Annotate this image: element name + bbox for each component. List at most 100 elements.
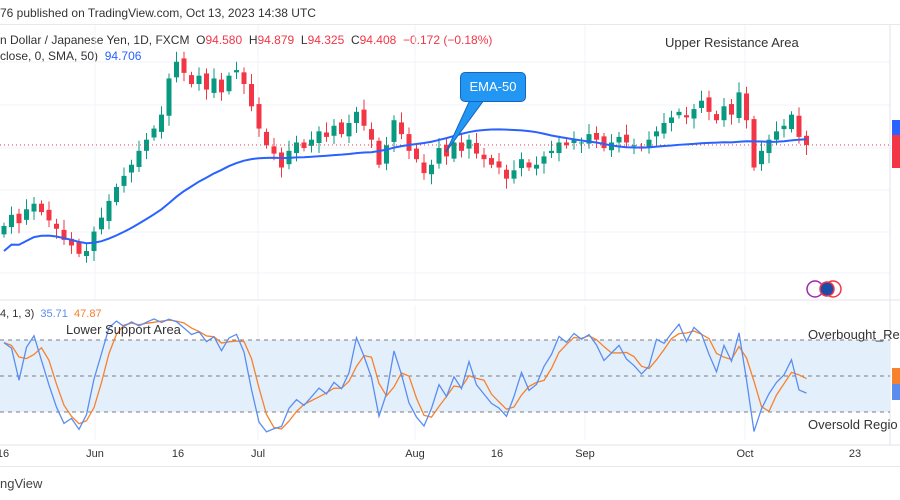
stoch-params: 4, 1, 3) — [0, 308, 35, 320]
candle-body — [699, 100, 704, 108]
sma-legend-value: 94.706 — [104, 49, 142, 63]
stoch-band — [0, 340, 890, 412]
time-axis-label: Sep — [575, 448, 595, 460]
open-label: O — [196, 33, 206, 47]
time-axis-label: 16 — [491, 448, 503, 460]
candle-body — [496, 161, 502, 168]
stoch-legend[interactable]: 4, 1, 3) 35.71 47.87 — [0, 308, 102, 320]
sma-price-tag — [892, 120, 900, 135]
lower-support-label: Lower Support Area — [66, 322, 181, 337]
published-line: 76 published on TradingView.com, Oct 13,… — [0, 6, 316, 20]
high-label: H — [248, 33, 258, 47]
candle-body — [24, 209, 29, 220]
candle-body — [571, 139, 577, 144]
candle-body — [61, 229, 67, 240]
time-axis-label: Jul — [251, 448, 265, 460]
candle-body — [16, 213, 22, 224]
candle-body — [84, 251, 89, 257]
candle-body — [721, 106, 727, 121]
sma-legend-label: close, 0, SMA, 50) — [0, 49, 99, 63]
candle-body — [564, 142, 569, 146]
candle-body — [99, 217, 104, 230]
candle-body — [1, 225, 7, 235]
candle-body — [166, 78, 172, 116]
candle-body — [91, 231, 97, 252]
stoch-d-tag — [892, 368, 900, 384]
candle-body — [144, 139, 149, 151]
candle-body — [384, 145, 389, 164]
time-axis-label: Oct — [736, 448, 753, 460]
candle-body — [586, 134, 592, 144]
stoch-k-line — [3, 318, 807, 433]
candle-body — [594, 133, 599, 140]
candle-body — [76, 242, 82, 254]
candle-body — [489, 158, 494, 165]
candle-body — [526, 162, 532, 168]
high-value: 94.879 — [257, 33, 295, 47]
candle-body — [661, 122, 667, 134]
candle-body — [106, 200, 112, 221]
candle-body — [129, 164, 134, 173]
candle-body — [541, 156, 547, 164]
candle-body — [294, 142, 299, 154]
candle-body — [436, 148, 442, 164]
candle-body — [766, 139, 772, 154]
candle-body — [219, 79, 224, 93]
candle-body — [54, 223, 59, 229]
candle-body — [556, 142, 562, 154]
candle-body — [391, 120, 397, 142]
candle-body — [69, 238, 74, 246]
candle-body — [616, 136, 622, 143]
event-flag-au-icon — [819, 281, 835, 297]
sma-line — [3, 128, 807, 252]
candle-body — [346, 122, 352, 137]
candle-body — [331, 125, 337, 136]
candle-body — [474, 143, 479, 154]
candle-body — [549, 150, 554, 154]
time-axis-label: 16 — [0, 448, 9, 460]
candle-body — [511, 170, 517, 179]
candle-body — [39, 203, 44, 213]
candle-body — [684, 115, 689, 118]
candle-body — [31, 203, 37, 212]
candle-body — [114, 187, 119, 203]
candle-body — [759, 150, 764, 165]
candle-body — [136, 150, 142, 167]
time-axis-label: Jun — [86, 448, 104, 460]
candle-body — [399, 122, 404, 135]
tradingview-brand: ngView — [0, 476, 43, 491]
candle-body — [174, 61, 179, 78]
time-axis-label: Aug — [405, 448, 425, 460]
candle-body — [534, 164, 539, 169]
oversold-label: Oversold Regio — [808, 417, 898, 432]
candle-body — [226, 75, 232, 92]
candle-body — [189, 75, 194, 85]
sma-legend[interactable]: close, 0, SMA, 50) 94.706 — [0, 49, 141, 63]
open-value: 94.580 — [205, 33, 243, 47]
candle-body — [729, 104, 734, 115]
candle-body — [744, 93, 749, 121]
footer-divider — [0, 466, 900, 467]
candle-body — [691, 109, 697, 119]
candle-body — [9, 214, 14, 228]
candle-body — [451, 142, 457, 159]
candle-body — [579, 142, 584, 144]
candle-body — [256, 104, 262, 129]
change-value: −0.172 (−0.18%) — [402, 33, 493, 47]
candle-body — [624, 134, 629, 143]
candle-body — [264, 131, 269, 146]
candle-body — [654, 131, 659, 137]
candle-body — [669, 117, 674, 123]
candle-body — [429, 164, 434, 175]
stoch-k-value: 35.71 — [40, 308, 68, 320]
candle-body — [159, 114, 164, 132]
candle-body — [309, 139, 314, 146]
candle-body — [781, 125, 787, 130]
candle-body — [466, 139, 472, 149]
candle-body — [789, 114, 794, 130]
candle-body — [376, 140, 382, 165]
candle-body — [601, 136, 607, 149]
candle-body — [714, 114, 719, 121]
candle-body — [804, 135, 809, 146]
